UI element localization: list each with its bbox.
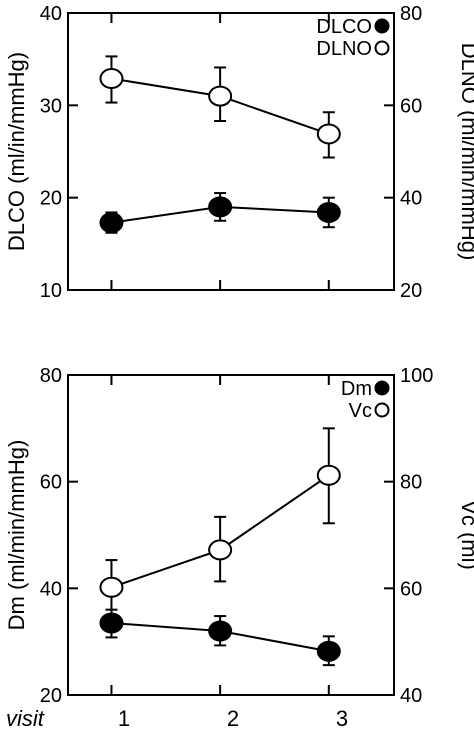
x-tick-label-3: 3 (336, 706, 348, 731)
chart1-series-dlno (99, 55, 341, 159)
chart1-series-dlco-point (99, 212, 124, 234)
chart2-right-tick-label: 40 (400, 685, 422, 707)
chart2-series-vc-point (316, 464, 341, 486)
chart2-left-tick-label: 80 (40, 365, 62, 387)
chart1-right-tick-label: 20 (400, 280, 422, 302)
chart1-series-dlco-point (316, 201, 341, 223)
chart1-right-axis-title: DLNO (ml/min/mmHg) (457, 43, 474, 261)
chart2-right-axis-title: Vc (ml) (457, 500, 474, 570)
chart2-legend-item-vc: Vc (349, 400, 390, 422)
chart1-legend-marker (374, 18, 390, 34)
chart2-left-tick-label: 20 (40, 685, 62, 707)
chart2-left-tick-label: 60 (40, 472, 62, 494)
chart1-left-axis-title: DLCO (ml/in/mmHg) (4, 52, 29, 251)
chart1-legend-label: DLNO (316, 38, 372, 60)
chart1-left-tick-label: 20 (40, 188, 62, 210)
chart2-left-tick-label: 40 (40, 578, 62, 600)
chart2-series-vc-point (208, 539, 233, 561)
x-tick-label-1: 1 (118, 706, 130, 731)
chart2-series-dm-point (208, 620, 233, 642)
chart2-right-tick-label: 100 (400, 365, 433, 387)
chart1-plot-frame (67, 12, 395, 291)
chart1-legend-item-dlco: DLCO (316, 16, 390, 38)
chart1-legend-item-dlno: DLNO (316, 38, 390, 60)
chart2-legend-label: Dm (341, 378, 372, 400)
chart2-right-tick-label: 80 (400, 472, 422, 494)
chart2: 20 40 60 80 40 60 80 100 Dm (ml/min/mmHg) Vc (ml)… (4, 365, 474, 707)
chart2-right-tick-label: 60 (400, 578, 422, 600)
chart1-legend-label: DLCO (316, 16, 372, 38)
chart2-left-axis-title: Dm (ml/min/mmHg) (4, 440, 29, 631)
x-tick-label-2: 2 (227, 706, 239, 731)
chart2-series-dm (99, 608, 341, 667)
chart2-legend-label: Vc (349, 400, 372, 422)
chart1-series-dlno-point (316, 123, 341, 145)
chart2-plot-frame (67, 374, 395, 696)
chart2-series-vc-point (99, 576, 124, 598)
chart2-series-dm-point (316, 640, 341, 662)
chart1-right-tick-label: 60 (400, 95, 422, 117)
chart2-legend-marker (374, 402, 390, 418)
chart1-series-dlco-point (208, 196, 233, 218)
chart2-series-vc (99, 427, 341, 616)
chart1-series-dlco (99, 192, 341, 234)
chart1-series-dlno-point (99, 68, 124, 90)
chart1-left-tick-label: 40 (40, 3, 62, 25)
chart1-right-tick-label: 80 (400, 3, 422, 25)
chart2-legend-item-dm: Dm (341, 378, 390, 400)
chart1-right-tick-label: 40 (400, 188, 422, 210)
x-axis-title: visit (6, 706, 45, 731)
chart1-left-tick-label: 30 (40, 95, 62, 117)
chart1-series-dlno-point (208, 85, 233, 107)
chart1: 10 20 30 40 20 40 60 80 DLCO (ml/in/mmHg) DLNO (m… (4, 3, 474, 302)
chart1-left-tick-label: 10 (40, 280, 62, 302)
chart2-legend-marker (374, 380, 390, 396)
chart1-legend-marker (374, 40, 390, 56)
chart2-series-dm-point (99, 612, 124, 634)
